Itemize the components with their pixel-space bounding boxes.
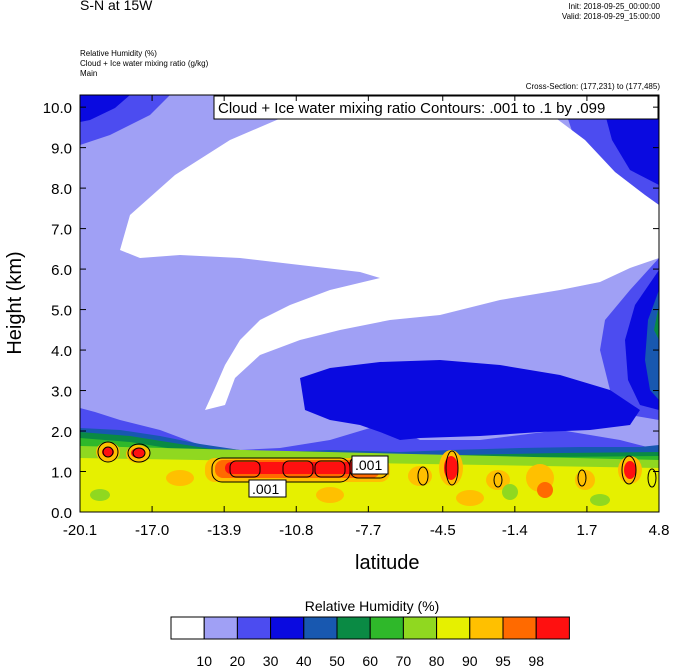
x-tick-label: -17.0 [135, 522, 169, 539]
y-tick-label: 4.0 [51, 343, 72, 360]
legend-level-label: 70 [396, 653, 412, 668]
rh-band-40-upper-left-inner [80, 95, 130, 122]
legend-level-label: 60 [362, 653, 378, 668]
rh-band-50-right [645, 290, 659, 400]
contour-inline-label-1: .001 [351, 455, 389, 475]
contour-info-box: Cloud + Ice water mixing ratio Contours:… [213, 95, 659, 120]
y-tick-label: 1.0 [51, 465, 72, 482]
x-tick-label: -13.9 [207, 522, 241, 539]
legend-level-label: 30 [263, 653, 279, 668]
y-tick-label: 2.0 [51, 424, 72, 441]
y-axis-label: Height (km) [4, 251, 26, 354]
rh-band-10-dry-core [120, 96, 659, 410]
y-tick-label: 6.0 [51, 262, 72, 279]
x-tick-label: 1.7 [576, 522, 597, 539]
rh-band-60-right [654, 305, 659, 340]
field-domain-label: Main [80, 69, 98, 78]
y-axis: 0.0 1.0 2.0 3.0 4.0 5.0 6.0 7.0 8.0 9.0 10.0 [43, 100, 659, 522]
rh-cells-high [90, 442, 642, 506]
valid-time: Valid: 2018-09-29_15:00:00 [561, 12, 660, 21]
contour-inline-label-1-text: .001 [355, 457, 382, 473]
x-tick-label: -1.4 [502, 522, 528, 539]
legend-swatch [535, 616, 570, 640]
y-tick-label: 7.0 [51, 222, 72, 239]
field-rh-label: Relative Humidity (%) [80, 49, 157, 58]
legend-swatch [436, 616, 471, 640]
field-qcloud-label: Cloud + Ice water mixing ratio (g/kg) [80, 59, 209, 68]
legend-level-label: 20 [230, 653, 246, 668]
contour-inline-label-2-text: .001 [252, 481, 279, 497]
legend-level-label: 50 [329, 653, 345, 668]
y-tick-label: 0.0 [51, 505, 72, 522]
y-tick-label: 5.0 [51, 303, 72, 320]
legend-swatch [170, 616, 205, 640]
legend-level-label: 10 [196, 653, 212, 668]
legend-swatch [336, 616, 371, 640]
legend-level-label: 95 [495, 653, 511, 668]
legend-swatch [270, 616, 305, 640]
legend-level-label: 90 [462, 653, 478, 668]
legend-swatch [236, 616, 272, 640]
legend-swatch [369, 616, 404, 640]
init-time: Init: 2018-09-25_00:00:00 [568, 2, 660, 11]
y-tick-label: 8.0 [51, 181, 72, 198]
x-tick-label: -10.8 [279, 522, 313, 539]
rh-band-40-mid [300, 360, 640, 440]
rh-filled-contours [80, 95, 659, 512]
y-tick-label: 10.0 [43, 100, 72, 117]
y-tick-label: 9.0 [51, 141, 72, 158]
legend-swatch [469, 616, 504, 640]
contour-info-text: Cloud + Ice water mixing ratio Contours:… [218, 100, 605, 117]
x-tick-label: -20.1 [63, 522, 97, 539]
x-tick-label: -4.5 [430, 522, 456, 539]
plot-title: S-N at 15W [80, 0, 153, 13]
legend-swatch [402, 616, 438, 640]
plot-frame [79, 94, 660, 513]
x-tick-label: -7.7 [355, 522, 381, 539]
cross-section-label: Cross-Section: (177,231) to (177,485) [525, 82, 660, 91]
contour-inline-label-2: .001 [248, 479, 287, 498]
y-tick-label: 3.0 [51, 384, 72, 401]
legend-swatch [203, 616, 238, 640]
color-legend: 10 20 30 40 50 60 70 80 90 95 98 [170, 616, 570, 668]
x-axis: -20.1 -17.0 -13.9 -10.8 -7.7 -4.5 -1.4 1.7 4.8 [63, 95, 670, 539]
legend-level-label: 98 [528, 653, 544, 668]
legend-swatch [303, 616, 338, 640]
legend-level-label: 80 [429, 653, 445, 668]
x-tick-label: 4.8 [649, 522, 670, 539]
x-axis-label: latitude [355, 552, 420, 574]
legend-swatch [502, 616, 537, 640]
legend-level-label: 40 [296, 653, 312, 668]
legend-title: Relative Humidity (%) [305, 598, 440, 614]
